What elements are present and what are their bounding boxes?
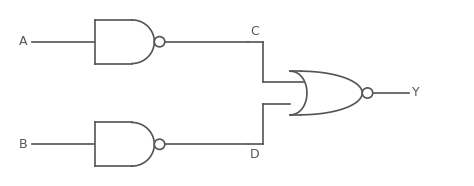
Circle shape xyxy=(155,139,165,149)
Polygon shape xyxy=(132,20,155,63)
Polygon shape xyxy=(95,20,132,63)
Text: D: D xyxy=(250,148,260,161)
Text: A: A xyxy=(18,35,27,48)
Text: B: B xyxy=(18,138,27,151)
Polygon shape xyxy=(290,71,362,115)
Polygon shape xyxy=(132,123,155,166)
Circle shape xyxy=(155,37,165,47)
Polygon shape xyxy=(95,123,132,166)
Text: C: C xyxy=(250,25,259,38)
Circle shape xyxy=(362,88,373,98)
Text: Y: Y xyxy=(412,86,420,100)
